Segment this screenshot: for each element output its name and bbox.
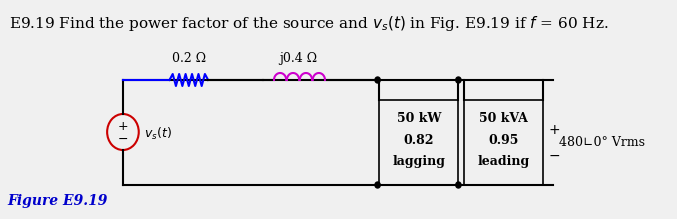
Text: 0.2 Ω: 0.2 Ω: [172, 52, 206, 65]
Bar: [464, 100, 543, 185]
Text: −: −: [549, 148, 561, 162]
Bar: [379, 100, 458, 185]
Text: lagging: lagging: [393, 155, 445, 168]
Circle shape: [375, 77, 380, 83]
Circle shape: [456, 182, 461, 188]
Text: −: −: [118, 132, 128, 145]
Text: +: +: [549, 122, 561, 136]
Text: Figure E9.19: Figure E9.19: [7, 194, 108, 208]
Text: $v_s(t)$: $v_s(t)$: [144, 126, 172, 142]
Text: 50 kVA: 50 kVA: [479, 111, 527, 124]
Text: +: +: [118, 120, 128, 134]
Circle shape: [375, 182, 380, 188]
Text: leading: leading: [477, 155, 529, 168]
Circle shape: [456, 77, 461, 83]
Text: E9.19 Find the power factor of the source and $v_s(t)$ in Fig. E9.19 if $f$ = 60: E9.19 Find the power factor of the sourc…: [9, 14, 608, 33]
Text: 50 kW: 50 kW: [397, 111, 441, 124]
Text: 0.95: 0.95: [488, 134, 519, 147]
Text: 480∟0° Vrms: 480∟0° Vrms: [559, 136, 645, 149]
Text: 0.82: 0.82: [403, 134, 434, 147]
Text: j0.4 Ω: j0.4 Ω: [280, 52, 318, 65]
